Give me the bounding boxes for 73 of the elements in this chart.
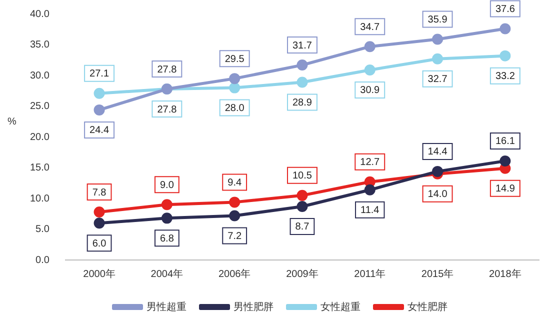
- point: [500, 23, 511, 34]
- x-tick-label: 2018年: [489, 268, 522, 280]
- point: [432, 53, 444, 64]
- x-tick-label: 2006年: [218, 268, 251, 280]
- data-label: 31.7: [292, 40, 312, 52]
- point: [296, 60, 308, 71]
- data-label: 9.4: [228, 177, 242, 188]
- point: [364, 41, 376, 52]
- data-label: 30.9: [360, 85, 380, 96]
- data-label: 27.1: [90, 68, 110, 80]
- point: [161, 212, 172, 224]
- point: [296, 200, 308, 212]
- data-label: 14.4: [428, 146, 448, 158]
- point: [94, 104, 105, 116]
- y-tick-label: 15.0: [30, 162, 50, 174]
- point: [161, 199, 172, 210]
- point: [364, 176, 376, 188]
- data-label: 7.8: [92, 187, 107, 198]
- y-tick-label: 0.0: [36, 254, 50, 266]
- data-label: 16.1: [495, 136, 516, 148]
- y-tick-label: 25.0: [30, 101, 50, 112]
- point: [296, 76, 308, 88]
- y-tick-label: 5.0: [36, 224, 50, 235]
- point: [500, 155, 511, 166]
- x-tick-label: 2015年: [421, 268, 454, 280]
- data-label: 35.9: [428, 14, 448, 26]
- data-label: 28.0: [224, 103, 245, 114]
- y-tick-label: 40.0: [30, 8, 50, 20]
- point: [364, 184, 376, 196]
- x-tick-label: 2011年: [354, 268, 386, 280]
- y-tick-label: 20.0: [30, 132, 50, 143]
- data-label: 14.9: [495, 184, 516, 195]
- point: [94, 218, 105, 229]
- point: [296, 190, 308, 201]
- data-label: 12.7: [360, 157, 380, 168]
- data-label: 6.8: [160, 233, 174, 244]
- data-label: 34.7: [360, 22, 380, 33]
- x-tick-label: 2004年: [150, 268, 184, 280]
- point: [94, 88, 105, 99]
- y-axis-title: %: [8, 116, 17, 128]
- point: [229, 196, 240, 208]
- data-label: 6.0: [92, 238, 107, 250]
- data-label: 8.7: [295, 222, 310, 233]
- legend-label: 男性超重: [146, 300, 186, 313]
- data-label: 37.6: [495, 4, 516, 16]
- point: [94, 206, 105, 218]
- point: [432, 34, 444, 45]
- data-label: 11.4: [360, 205, 380, 216]
- data-label: 27.8: [157, 64, 178, 76]
- data-label: 14.0: [428, 189, 448, 200]
- legend-label: 女性肥胖: [408, 300, 448, 313]
- y-tick-label: 35.0: [30, 40, 50, 50]
- point: [229, 73, 240, 84]
- x-tick-label: 2000年: [83, 268, 116, 280]
- data-label: 33.2: [495, 71, 516, 82]
- point: [500, 50, 511, 62]
- legend-label: 女性超重: [320, 300, 360, 313]
- point: [432, 166, 444, 177]
- data-label: 7.2: [228, 230, 242, 242]
- point: [229, 82, 240, 94]
- data-label: 9.0: [160, 180, 174, 191]
- legend-label: 男性肥胖: [234, 300, 274, 313]
- point: [364, 64, 376, 76]
- point: [229, 210, 240, 222]
- x-tick-label: 2009年: [286, 268, 318, 280]
- data-label: 27.8: [157, 104, 178, 116]
- y-tick-label: 30.0: [30, 70, 50, 82]
- data-label: 32.7: [428, 74, 448, 86]
- y-tick-label: 10.0: [30, 193, 50, 204]
- data-label: 29.5: [224, 54, 245, 65]
- data-label: 28.9: [292, 98, 312, 109]
- data-label: 24.4: [90, 125, 110, 136]
- data-label: 10.5: [292, 170, 312, 182]
